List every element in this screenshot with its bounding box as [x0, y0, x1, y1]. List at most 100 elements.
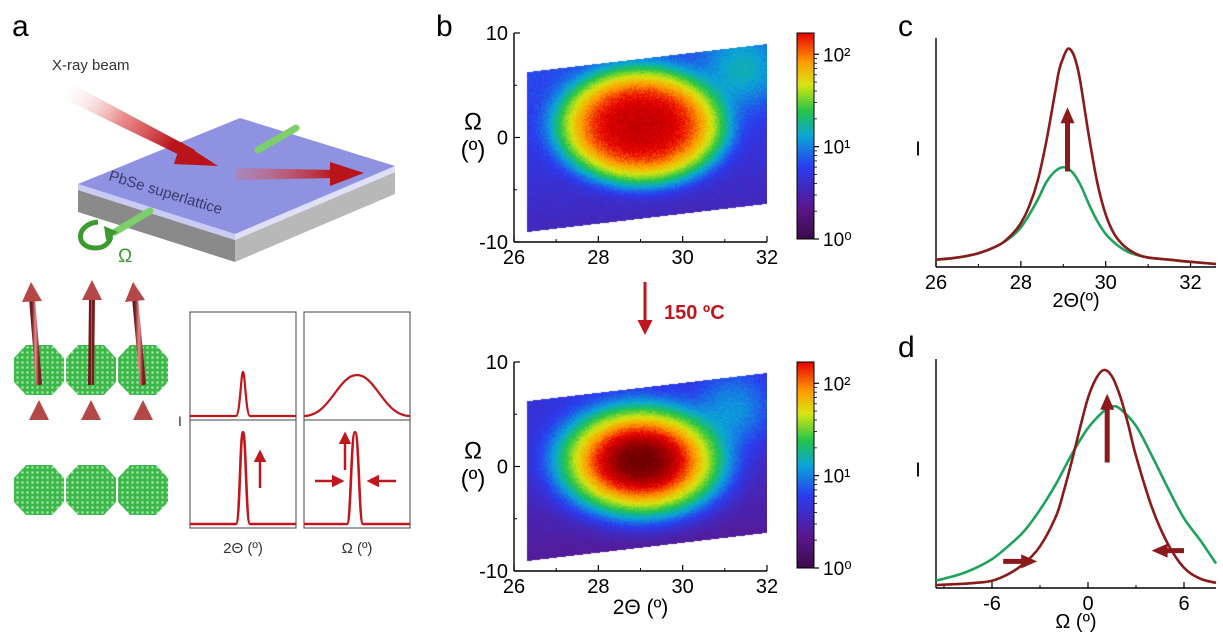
treatment-label: 150 ºC: [664, 302, 725, 324]
y-axis-label: Ω: [464, 109, 482, 136]
y-tick-label: 10: [486, 352, 508, 374]
colorbar-tick-label: 10⁰: [823, 559, 852, 580]
x-tick-label: 28: [587, 576, 609, 598]
heatmap-top: 26 28 30 32 10 0 -10 Ω(º) 10² 10¹ 10⁰: [461, 23, 852, 269]
beam-label: X-ray beam: [52, 57, 130, 74]
schematic-x-label-2theta: 2Θ (º): [223, 540, 263, 557]
y-axis-label: Ω: [464, 438, 482, 465]
y-tick-label: 10: [486, 23, 508, 45]
orientation-arrowhead-icon: [133, 400, 153, 420]
y-axis-label: I: [915, 460, 921, 482]
schematic-peak-2theta-after: [190, 430, 296, 526]
heatmap-bottom: 26 28 30 32 10 0 -10 Ω(º) 2Θ (º) 10² 10¹ 10⁰: [461, 352, 852, 619]
panel-c: c 26 28 30 32 I 2Θ(º): [898, 10, 1217, 312]
y-tick-label: 0: [497, 128, 508, 150]
colorbar: [796, 32, 815, 240]
x-tick-label: 28: [1010, 272, 1032, 294]
x-tick-label: 32: [756, 247, 778, 269]
diffracted-beam: [236, 168, 335, 180]
y-tick-label: 0: [497, 457, 508, 479]
orientation-arrowhead-icon: [22, 282, 42, 302]
y-axis-label: I: [915, 139, 921, 161]
orientation-arrowhead-icon: [29, 400, 49, 420]
schematic-box: [189, 419, 297, 529]
x-tick-label: 26: [503, 247, 525, 269]
nanocrystal-chain-aligned: [14, 400, 168, 515]
substrate-side-right: [235, 172, 395, 262]
nanocrystal-chain-misaligned: [14, 280, 168, 395]
y-tick-label: -10: [479, 561, 508, 583]
orientation-arrowhead-icon: [81, 400, 101, 420]
x-tick-label: 0: [1082, 593, 1093, 615]
series-line: [935, 165, 1217, 266]
heatmap-raster: [514, 33, 767, 242]
panel-letter-d: d: [898, 331, 915, 364]
series-line: [935, 368, 1217, 587]
annotation-arrowhead-icon: [1100, 393, 1115, 410]
rotation-axis-back: [254, 124, 300, 154]
schematic-box: [303, 419, 411, 529]
schematic-peak-omega-after: [304, 430, 410, 526]
schematic-x-label-omega: Ω (º): [342, 540, 373, 557]
rotation-arrowhead-icon: [104, 226, 118, 240]
y-tick-label: -10: [479, 232, 508, 254]
plot-d: -6 0 6 I Ω (º): [915, 359, 1218, 633]
series-line: [935, 404, 1218, 582]
incident-beam-arrowhead-icon: [174, 142, 218, 166]
schematic-peak-2theta-before: [190, 370, 296, 418]
substrate-side-front: [78, 190, 235, 262]
x-tick-label: 26: [925, 272, 947, 294]
x-tick-label: 6: [1178, 593, 1189, 615]
heatmap-canvas: [514, 362, 767, 571]
panel-letter-c: c: [898, 10, 913, 43]
panel-d: d -6 0 6 I Ω (º): [898, 331, 1218, 633]
rotation-arrow-icon: [78, 219, 113, 251]
x-axis-label: Ω (º): [1055, 611, 1096, 633]
annotation-arrowhead-icon: [1021, 554, 1038, 569]
schematic-peak-omega-before: [303, 373, 411, 418]
diffracted-beam-arrowhead-icon: [330, 162, 364, 186]
incident-beam: [62, 84, 195, 160]
x-axis-label: 2Θ (º): [613, 596, 669, 619]
x-tick-label: -6: [983, 593, 1001, 615]
x-axis-label: 2Θ(º): [1052, 290, 1099, 312]
film-side-right: [235, 166, 395, 240]
x-tick-label: 30: [672, 247, 694, 269]
x-tick-label: 30: [672, 576, 694, 598]
orientation-arrowhead-icon: [82, 280, 102, 300]
x-tick-label: 32: [756, 576, 778, 598]
colorbar-tick-label: 10²: [823, 374, 850, 395]
annotation-arrowhead-icon: [1060, 107, 1075, 124]
orientation-rod: [29, 297, 42, 386]
schematic-box: [303, 311, 411, 421]
colorbar: [796, 361, 815, 569]
x-tick-label: 30: [1095, 272, 1117, 294]
schematic-profiles: I 2Θ (º) Ω (º): [178, 311, 411, 557]
y-axis-label: (º): [461, 137, 486, 164]
x-tick-label: 26: [503, 576, 525, 598]
x-tick-label: 32: [1179, 272, 1201, 294]
plot-c: 26 28 30 32 I 2Θ(º): [915, 38, 1217, 312]
orientation-rod: [88, 297, 95, 386]
heatmap-raster: [514, 362, 767, 571]
schematic-y-label: I: [178, 413, 182, 429]
film-side-front: [78, 184, 235, 240]
colorbar-tick-label: 10⁰: [823, 230, 852, 251]
x-tick-label: 28: [587, 247, 609, 269]
panel-letter-b: b: [436, 10, 453, 43]
rotation-axis-front: [111, 207, 154, 236]
colorbar-tick-label: 10¹: [823, 467, 850, 488]
orientation-rod: [132, 297, 146, 386]
panel-a: a X-ray beam PbSe superlattice Ω: [12, 10, 411, 557]
orientation-arrowhead-icon: [125, 282, 145, 302]
colorbar-tick-label: 10¹: [823, 138, 850, 159]
annotation-arrowhead-icon: [1151, 543, 1168, 558]
panel-letter-a: a: [12, 10, 29, 43]
colorbar-tick-label: 10²: [823, 45, 850, 66]
series-line: [935, 47, 1217, 266]
y-axis-label: (º): [461, 466, 486, 493]
heatmap-canvas: [514, 33, 767, 242]
rotation-symbol: Ω: [118, 246, 132, 267]
